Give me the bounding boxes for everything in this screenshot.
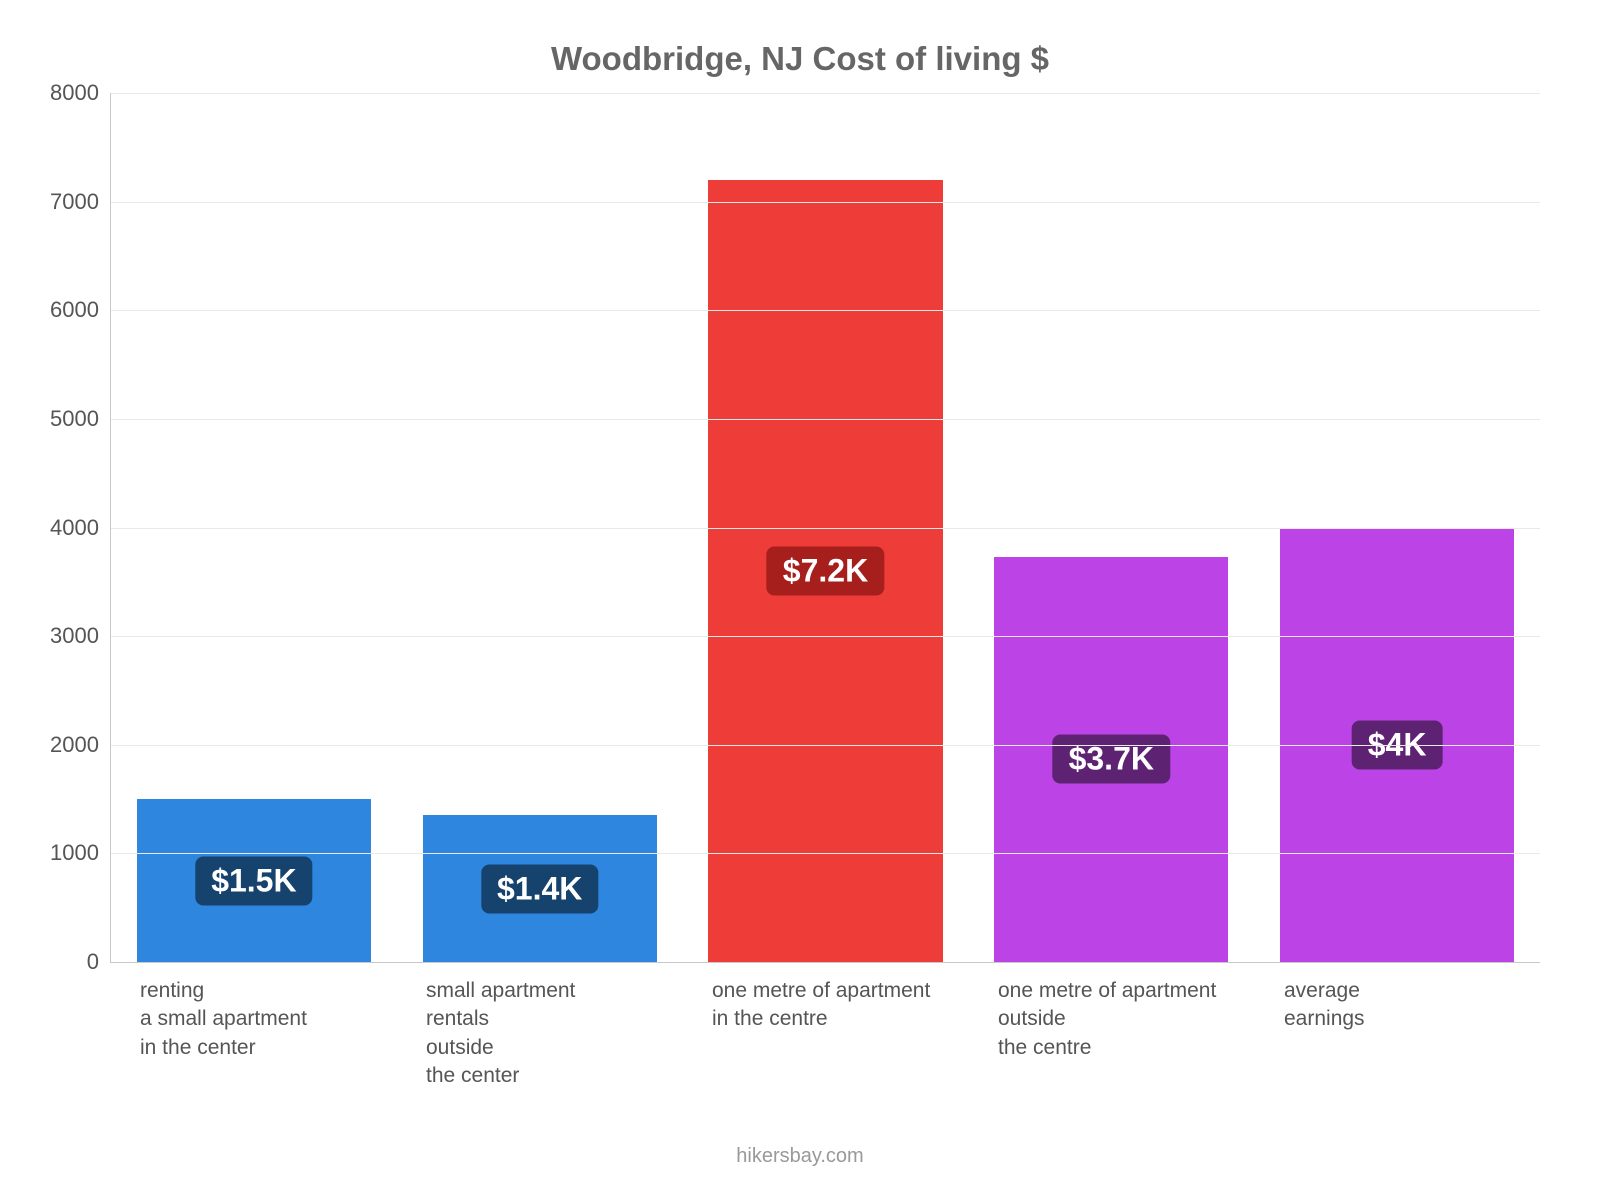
plot-inner: $1.5K$1.4K$7.2K$3.7K$4K 0100020003000400…	[110, 93, 1540, 963]
bar: $1.4K	[423, 815, 657, 962]
ytick-label: 4000	[50, 515, 111, 541]
ytick-label: 1000	[50, 840, 111, 866]
chart-title: Woodbridge, NJ Cost of living $	[40, 40, 1560, 78]
bar: $1.5K	[137, 799, 371, 962]
bar-value-badge: $1.4K	[481, 864, 598, 913]
gridline	[111, 853, 1540, 854]
bar-value-badge: $3.7K	[1053, 735, 1170, 784]
plot-area: $1.5K$1.4K$7.2K$3.7K$4K 0100020003000400…	[110, 93, 1540, 963]
gridline	[111, 419, 1540, 420]
ytick-label: 2000	[50, 732, 111, 758]
ytick-label: 7000	[50, 189, 111, 215]
credit-text: hikersbay.com	[40, 1145, 1560, 1168]
ytick-label: 3000	[50, 623, 111, 649]
x-axis-label: renting a small apartment in the center	[110, 977, 396, 1090]
bar: $3.7K	[994, 557, 1228, 962]
x-axis-label: one metre of apartment outside the centr…	[968, 977, 1254, 1090]
gridline	[111, 93, 1540, 94]
gridline	[111, 202, 1540, 203]
gridline	[111, 528, 1540, 529]
bar: $7.2K	[708, 180, 942, 962]
x-axis-label: small apartment rentals outside the cent…	[396, 977, 682, 1090]
bar-value-badge: $7.2K	[767, 546, 884, 595]
x-axis-label: average earnings	[1254, 977, 1540, 1090]
gridline	[111, 310, 1540, 311]
gridline	[111, 636, 1540, 637]
gridline	[111, 745, 1540, 746]
ytick-label: 5000	[50, 406, 111, 432]
x-axis-label: one metre of apartment in the centre	[682, 977, 968, 1090]
chart-container: Woodbridge, NJ Cost of living $ $1.5K $1.…	[0, 0, 1600, 1200]
ytick-label: 0	[87, 949, 111, 975]
x-axis-labels: renting a small apartment in the centers…	[110, 977, 1540, 1090]
bar-value-badge: $1.5K	[195, 856, 312, 905]
ytick-label: 8000	[50, 80, 111, 106]
ytick-label: 6000	[50, 297, 111, 323]
